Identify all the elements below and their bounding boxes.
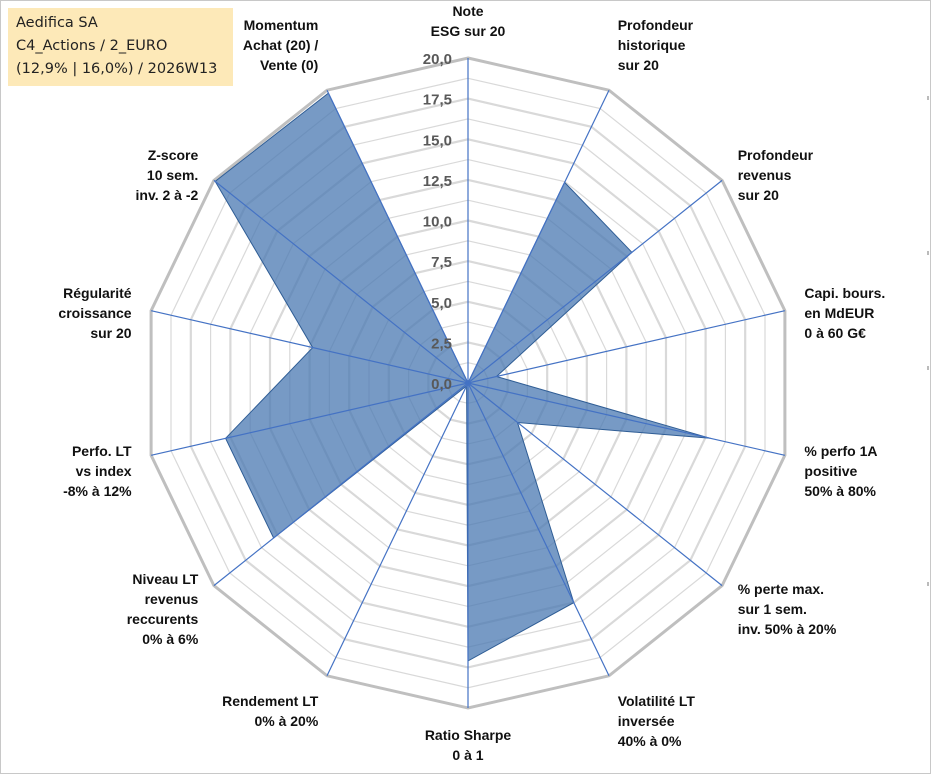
tick-label: 17,5: [423, 92, 452, 109]
axis-label: % perfo 1A positive 50% à 80%: [804, 443, 877, 499]
axis-spoke: [150, 382, 469, 456]
axis-spoke: [467, 382, 723, 587]
axis-label: Ratio Sharpe 0 à 1: [425, 727, 512, 763]
axis-label: Rendement LT 0% à 20%: [222, 693, 319, 729]
tick-label: 7,5: [431, 254, 452, 271]
axis-spoke: [150, 310, 469, 384]
axis-label: Profondeur revenus sur 20: [738, 147, 814, 203]
axis-label: Volatilité LT inversée 40% à 0%: [618, 693, 696, 749]
tick-label: 0,0: [431, 376, 452, 393]
portfolio-category: C4_Actions / 2_EURO: [16, 38, 168, 54]
axis-spoke: [467, 382, 786, 456]
axis-labels: Note ESG sur 20 Profondeur historique sur 20…: [58, 3, 885, 763]
tick-label: 20,0: [423, 51, 452, 68]
axis-label: Capi. bours. en MdEUR 0 à 60 G€: [804, 285, 885, 341]
tick-label: 12,5: [423, 173, 452, 190]
axis-label: Note ESG sur 20: [431, 3, 506, 39]
radar-series: [214, 92, 711, 662]
axis-spoke: [213, 179, 469, 384]
axis-spoke: [467, 89, 610, 384]
axis-spoke: [326, 89, 469, 384]
axis-spoke: [326, 382, 469, 677]
tick-label: 10,0: [423, 214, 452, 231]
info-box: Aedifica SA C4_Actions / 2_EURO (12,9% |…: [8, 8, 233, 86]
axis-label: Niveau LT revenus reccurents 0% à 6%: [127, 571, 199, 647]
tick-label: 15,0: [423, 132, 452, 149]
vertical-scroll-markers[interactable]: [925, 30, 931, 730]
axis-label: % perte max. sur 1 sem. inv. 50% à 20%: [738, 581, 837, 637]
series-area: [214, 92, 711, 662]
radar-spokes: [150, 58, 786, 708]
tick-label: 5,0: [431, 295, 452, 312]
axis-label: Profondeur historique sur 20: [618, 17, 694, 73]
performance-week: (12,9% | 16,0%) / 2026W13: [16, 61, 218, 77]
axis-spoke: [467, 310, 786, 384]
company-name: Aedifica SA: [16, 15, 98, 31]
axis-label: Z-score 10 sem. inv. 2 à -2: [136, 147, 199, 203]
axis-label: Régularité croissance sur 20: [58, 285, 131, 341]
axis-spoke: [467, 382, 610, 677]
axis-label: Perfo. LT vs index -8% à 12%: [63, 443, 132, 499]
axis-spoke: [467, 179, 723, 384]
axis-label: Momentum Achat (20) / Vente (0): [243, 17, 319, 73]
radial-tick-labels: 0,0 2,5 5,0 7,5 10,0 12,5 15,0 17,5 20,0: [423, 51, 452, 393]
axis-spoke: [213, 382, 469, 587]
tick-label: 2,5: [431, 335, 452, 352]
